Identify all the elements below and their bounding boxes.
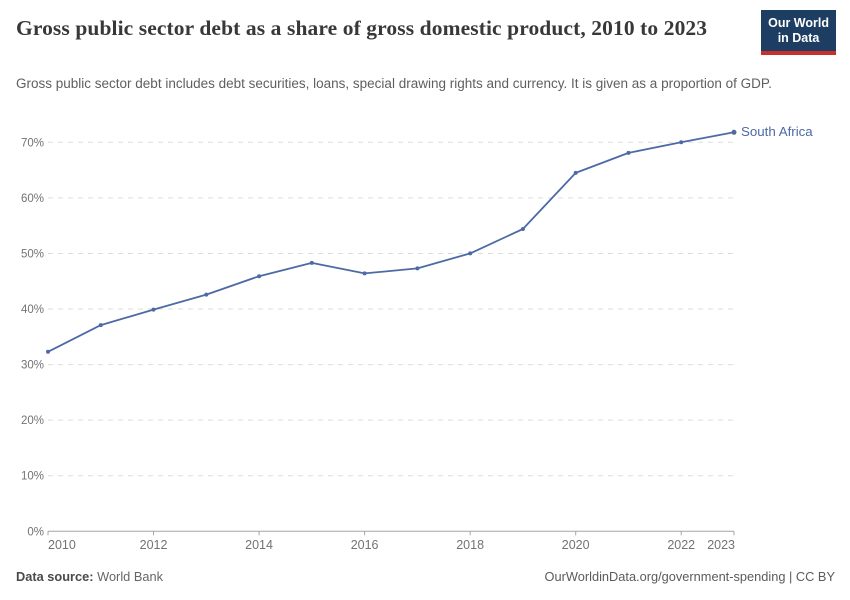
owid-logo-line1: Our World — [768, 16, 829, 30]
data-source-value: World Bank — [97, 569, 164, 584]
series-label[interactable]: South Africa — [741, 124, 813, 139]
data-point[interactable] — [309, 260, 314, 265]
data-source-label: Data source: — [16, 569, 94, 584]
data-point[interactable] — [731, 129, 737, 135]
chart-title: Gross public sector debt as a share of g… — [16, 16, 708, 40]
x-tick-label: 2020 — [562, 538, 590, 552]
data-point[interactable] — [257, 274, 262, 279]
data-point[interactable] — [415, 266, 420, 271]
data-point[interactable] — [204, 292, 209, 297]
data-point[interactable] — [573, 170, 578, 175]
data-point[interactable] — [520, 227, 525, 231]
x-tick-label: 2010 — [48, 538, 76, 552]
series-line[interactable] — [47, 131, 735, 353]
line-chart: 0% 10% 20% 30% 40% 50% 60% 70% 2010 2012 2014 2016 2… — [0, 120, 850, 565]
data-point[interactable] — [46, 349, 50, 354]
data-point[interactable] — [151, 307, 156, 312]
chart-canvas: 0% 10% 20% 30% 40% 50% 60% 70% 2010 2012 2014 2016 2… — [21, 124, 813, 552]
y-tick-label: 40% — [21, 304, 44, 316]
data-point[interactable] — [626, 150, 631, 155]
chart-footer: Data source: World Bank OurWorldinData.o… — [16, 569, 835, 584]
y-tick-label: 70% — [21, 137, 44, 149]
y-tick-label: 50% — [21, 248, 44, 260]
attribution-link[interactable]: OurWorldinData.org/government-spending |… — [544, 569, 835, 584]
data-point[interactable] — [362, 271, 367, 276]
owid-logo[interactable]: Our World in Data — [761, 10, 836, 55]
y-tick-label: 30% — [21, 360, 44, 372]
x-tick-label: 2023 — [707, 538, 735, 552]
y-tick-label: 0% — [27, 526, 44, 538]
chart-subtitle: Gross public sector debt includes debt s… — [16, 76, 772, 91]
data-source: Data source: World Bank — [16, 569, 163, 584]
x-tick-label: 2012 — [140, 538, 168, 552]
y-tick-label: 60% — [21, 193, 44, 205]
data-point[interactable] — [679, 140, 684, 145]
y-tick-label: 20% — [21, 415, 44, 427]
x-tick-label: 2018 — [456, 538, 484, 552]
x-tick-label: 2016 — [351, 538, 379, 552]
x-tick-label: 2022 — [667, 538, 695, 552]
owid-logo-line2: in Data — [777, 31, 820, 45]
y-tick-label: 10% — [21, 471, 44, 483]
data-point[interactable] — [98, 323, 103, 328]
x-tick-label: 2014 — [245, 538, 273, 552]
data-point[interactable] — [468, 251, 473, 256]
